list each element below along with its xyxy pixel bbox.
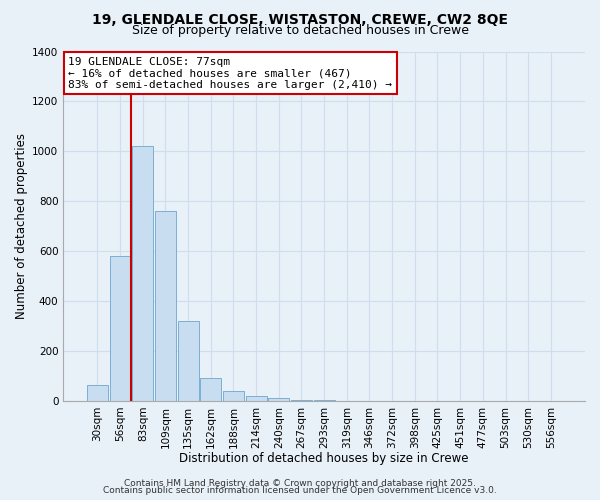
Bar	[133, 146, 153, 401]
Bar	[291, 400, 312, 401]
Text: Size of property relative to detached houses in Crewe: Size of property relative to detached ho…	[131, 24, 469, 37]
Text: Contains HM Land Registry data © Crown copyright and database right 2025.: Contains HM Land Registry data © Crown c…	[124, 478, 476, 488]
Y-axis label: Number of detached properties: Number of detached properties	[15, 133, 28, 319]
Bar	[245, 396, 266, 401]
Bar	[178, 321, 199, 401]
Bar	[268, 398, 289, 401]
Text: Contains public sector information licensed under the Open Government Licence v3: Contains public sector information licen…	[103, 486, 497, 495]
X-axis label: Distribution of detached houses by size in Crewe: Distribution of detached houses by size …	[179, 452, 469, 465]
Bar	[200, 378, 221, 401]
Bar	[155, 211, 176, 401]
Bar	[87, 384, 108, 401]
Bar	[223, 391, 244, 401]
Bar	[110, 256, 131, 401]
Text: 19, GLENDALE CLOSE, WISTASTON, CREWE, CW2 8QE: 19, GLENDALE CLOSE, WISTASTON, CREWE, CW…	[92, 12, 508, 26]
Text: 19 GLENDALE CLOSE: 77sqm
← 16% of detached houses are smaller (467)
83% of semi-: 19 GLENDALE CLOSE: 77sqm ← 16% of detach…	[68, 56, 392, 90]
